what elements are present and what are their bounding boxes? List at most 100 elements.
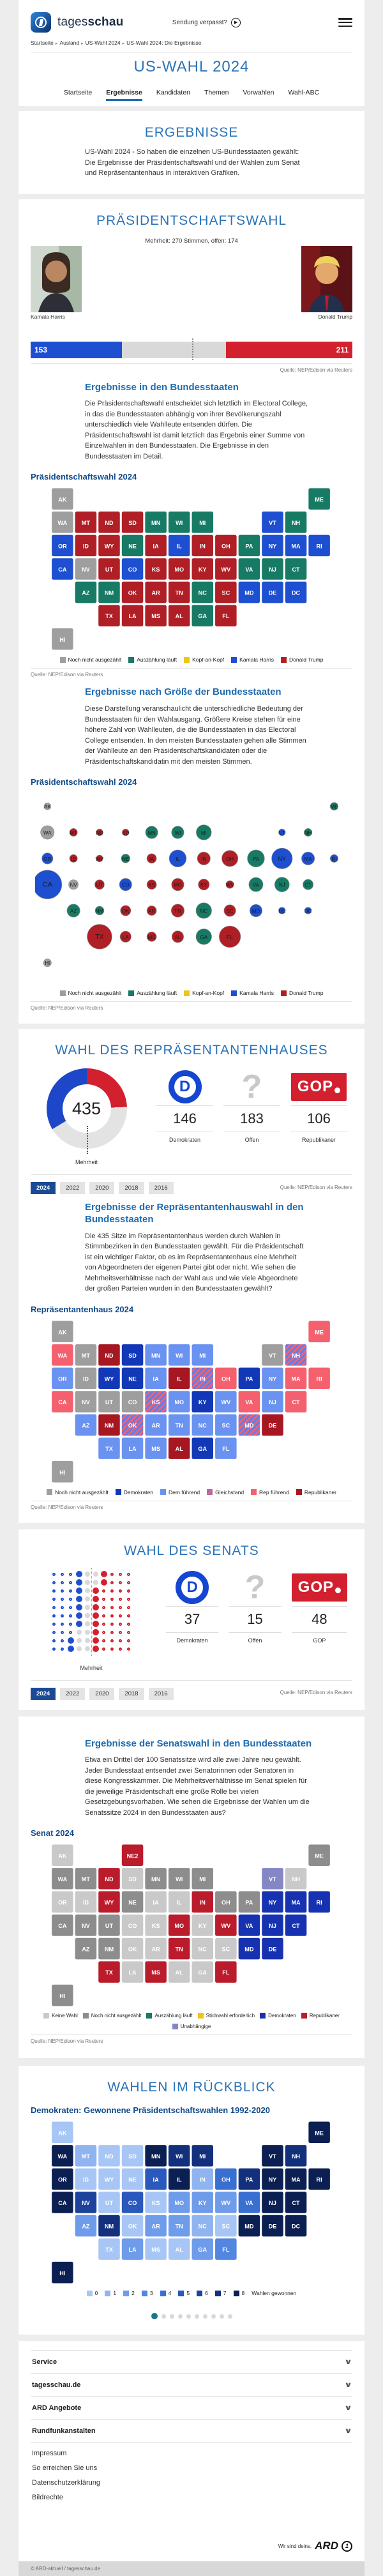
state-FL[interactable]: FL xyxy=(214,1436,237,1460)
state-FL[interactable]: FL xyxy=(214,1960,237,1984)
state-DC[interactable]: DC xyxy=(284,581,308,604)
bubble-NJ[interactable]: NJ xyxy=(274,877,290,892)
state-IN[interactable]: IN xyxy=(191,534,214,557)
bubble-VT[interactable]: VT xyxy=(278,828,286,837)
house-year-2018[interactable]: 2018 xyxy=(119,1182,144,1194)
menu-hamburger-icon[interactable] xyxy=(338,18,352,27)
state-IA[interactable]: IA xyxy=(144,1890,167,1914)
bubble-OH[interactable]: OH xyxy=(222,850,239,867)
state-TN[interactable]: TN xyxy=(167,1413,191,1436)
state-TN[interactable]: TN xyxy=(167,1937,191,1960)
sendung-verpasst-link[interactable]: Sendung verpasst? ▶ xyxy=(172,17,241,27)
state-MD[interactable]: MD xyxy=(237,2215,261,2238)
bubble-HI[interactable]: HI xyxy=(43,958,52,967)
state-WA[interactable]: WA xyxy=(51,2144,74,2167)
state-AR[interactable]: AR xyxy=(144,581,167,604)
breadcrumb[interactable]: Startseite ▸ Ausland ▸ US-Wahl 2024 ▸ US-Wahl … xyxy=(31,36,352,53)
bubble-ME[interactable]: ME xyxy=(329,802,338,811)
state-NM[interactable]: NM xyxy=(98,2215,121,2238)
bubble-NV[interactable]: NV xyxy=(68,879,79,890)
footer-link-impressum[interactable]: Impressum xyxy=(32,2450,67,2458)
state-TN[interactable]: TN xyxy=(167,581,191,604)
state-UT[interactable]: UT xyxy=(98,1390,121,1413)
state-HI[interactable]: HI xyxy=(51,2261,74,2284)
state-NY[interactable]: NY xyxy=(261,2167,284,2191)
state-ID[interactable]: ID xyxy=(74,534,98,557)
bubble-KY[interactable]: KY xyxy=(198,879,210,891)
senate-seat-grid[interactable] xyxy=(50,1567,133,1656)
state-VT[interactable]: VT xyxy=(261,2144,284,2167)
state-IL[interactable]: IL xyxy=(167,1367,191,1390)
bubble-CT[interactable]: CT xyxy=(303,879,314,890)
state-MI[interactable]: MI xyxy=(191,1343,214,1367)
state-IA[interactable]: IA xyxy=(144,534,167,557)
state-AR[interactable]: AR xyxy=(144,1937,167,1960)
state-GA[interactable]: GA xyxy=(191,604,214,628)
state-MD[interactable]: MD xyxy=(237,1413,261,1436)
state-ND[interactable]: ND xyxy=(98,1343,121,1367)
state-NV[interactable]: NV xyxy=(74,1914,98,1937)
state-KY[interactable]: KY xyxy=(191,557,214,581)
state-NH[interactable]: NH xyxy=(284,1867,308,1890)
state-WA[interactable]: WA xyxy=(51,1867,74,1890)
breadcrumb-item[interactable]: Startseite xyxy=(31,40,54,46)
state-CA[interactable]: CA xyxy=(51,1390,74,1413)
state-LA[interactable]: LA xyxy=(121,1960,144,1984)
state-ID[interactable]: ID xyxy=(74,1890,98,1914)
bubble-WY[interactable]: WY xyxy=(96,854,104,863)
state-ME[interactable]: ME xyxy=(308,488,331,511)
state-OH[interactable]: OH xyxy=(214,2167,237,2191)
state-ME[interactable]: ME xyxy=(308,1320,331,1343)
bubble-UT[interactable]: UT xyxy=(94,879,105,890)
bubble-DC[interactable]: DC xyxy=(304,907,312,914)
state-AZ[interactable]: AZ xyxy=(74,1413,98,1436)
state-VT[interactable]: VT xyxy=(261,1343,284,1367)
state-DE[interactable]: DE xyxy=(261,1937,284,1960)
bubble-MI[interactable]: MI xyxy=(196,824,212,840)
state-NC[interactable]: NC xyxy=(191,2215,214,2238)
state-KS[interactable]: KS xyxy=(144,557,167,581)
carousel-dot-7[interactable] xyxy=(202,2314,207,2319)
bubble-DE[interactable]: DE xyxy=(278,907,286,914)
state-MS[interactable]: MS xyxy=(144,2238,167,2261)
footer-link-datenschutzerkl-rung[interactable]: Datenschutzerklärung xyxy=(32,2479,101,2487)
state-WY[interactable]: WY xyxy=(98,534,121,557)
state-UT[interactable]: UT xyxy=(98,1914,121,1937)
state-SC[interactable]: SC xyxy=(214,581,237,604)
state-WY[interactable]: WY xyxy=(98,2167,121,2191)
state-NV[interactable]: NV xyxy=(74,557,98,581)
state-VT[interactable]: VT xyxy=(261,511,284,534)
tab-kandidaten[interactable]: Kandidaten xyxy=(156,89,190,96)
bubble-AZ[interactable]: AZ xyxy=(66,904,80,918)
state-HI[interactable]: HI xyxy=(51,628,74,651)
bubble-PA[interactable]: PA xyxy=(247,849,265,868)
bubble-RI[interactable]: RI xyxy=(329,854,338,863)
state-LA[interactable]: LA xyxy=(121,1436,144,1460)
state-SD[interactable]: SD xyxy=(121,1867,144,1890)
state-TX[interactable]: TX xyxy=(98,1960,121,1984)
state-ME[interactable]: ME xyxy=(308,1844,331,1867)
state-FL[interactable]: FL xyxy=(214,2238,237,2261)
state-ID[interactable]: ID xyxy=(74,1367,98,1390)
state-MO[interactable]: MO xyxy=(167,1390,191,1413)
tab-vorwahlen[interactable]: Vorwahlen xyxy=(243,89,274,96)
carousel-dot-5[interactable] xyxy=(186,2314,191,2319)
state-RI[interactable]: RI xyxy=(308,1367,331,1390)
state-AK[interactable]: AK xyxy=(51,1320,74,1343)
state-KY[interactable]: KY xyxy=(191,2191,214,2215)
bubble-ND[interactable]: ND xyxy=(96,828,103,837)
senate-year-2024[interactable]: 2024 xyxy=(31,1687,56,1700)
footer-accordion-rundfunkanstalten[interactable]: Rundfunkanstalten ∨ xyxy=(31,2420,352,2443)
state-ME[interactable]: ME xyxy=(308,2121,331,2144)
tab-startseite[interactable]: Startseite xyxy=(63,89,93,96)
state-MS[interactable]: MS xyxy=(144,604,167,628)
bubble-KS[interactable]: KS xyxy=(146,879,157,890)
state-TN[interactable]: TN xyxy=(167,2215,191,2238)
state-WV[interactable]: WV xyxy=(214,557,237,581)
state-CT[interactable]: CT xyxy=(284,557,308,581)
state-WI[interactable]: WI xyxy=(167,1867,191,1890)
state-MN[interactable]: MN xyxy=(144,1867,167,1890)
bubble-GA[interactable]: GA xyxy=(195,928,212,945)
bubble-AL[interactable]: AL xyxy=(171,930,184,943)
state-ND[interactable]: ND xyxy=(98,1867,121,1890)
